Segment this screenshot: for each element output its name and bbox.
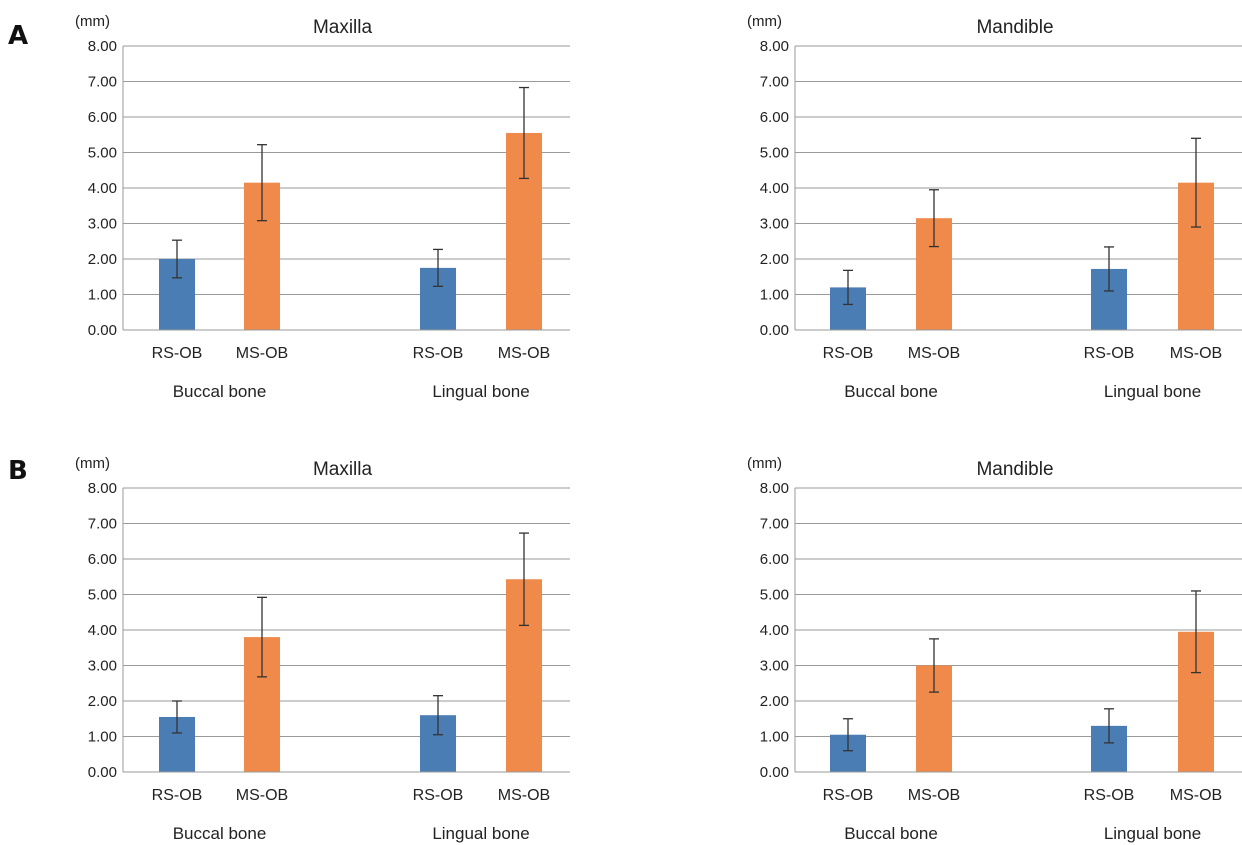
chart-title: Maxilla	[313, 459, 373, 480]
unit-label: (mm)	[75, 455, 110, 472]
category-label: RS-OB	[823, 787, 874, 804]
y-tick-label: 1.00	[760, 287, 789, 304]
category-label: RS-OB	[823, 345, 874, 362]
category-label: RS-OB	[152, 345, 203, 362]
category-label: MS-OB	[908, 787, 960, 804]
category-label: MS-OB	[498, 345, 550, 362]
y-tick-label: 1.00	[760, 729, 789, 746]
y-tick-label: 3.00	[88, 216, 117, 233]
group-label: Lingual bone	[1104, 824, 1201, 843]
chart-3: 0.00 1.00 2.00 3.00 4.00 5.00 6.00 7.00 8.00 (mm)…	[75, 455, 570, 843]
chart-4: 0.00 1.00 2.00 3.00 4.00 5.00 6.00 7.00 8.00 (mm)…	[747, 455, 1242, 843]
y-tick-label: 4.00	[88, 180, 117, 197]
panel-label-b: B	[8, 456, 28, 486]
y-tick-label: 3.00	[760, 658, 789, 675]
category-label: MS-OB	[1170, 787, 1222, 804]
chart-title: Mandible	[976, 17, 1053, 38]
unit-label: (mm)	[747, 455, 782, 472]
y-tick-label: 1.00	[88, 729, 117, 746]
y-tick-label: 1.00	[88, 287, 117, 304]
y-tick-label: 5.00	[760, 145, 789, 162]
y-tick-label: 8.00	[760, 480, 789, 497]
y-tick-label: 8.00	[760, 38, 789, 55]
y-tick-label: 6.00	[760, 109, 789, 126]
y-tick-label: 2.00	[760, 693, 789, 710]
group-label: Buccal bone	[173, 824, 267, 843]
y-tick-label: 7.00	[760, 516, 789, 533]
y-tick-label: 2.00	[88, 693, 117, 710]
y-tick-label: 0.00	[88, 322, 117, 339]
category-label: MS-OB	[908, 345, 960, 362]
y-tick-label: 7.00	[88, 516, 117, 533]
y-tick-label: 4.00	[88, 622, 117, 639]
y-tick-label: 6.00	[88, 109, 117, 126]
category-label: RS-OB	[152, 787, 203, 804]
category-label: RS-OB	[413, 787, 464, 804]
chart-1: 0.00 1.00 2.00 3.00 4.00 5.00 6.00 7.00 8.00 (mm)…	[75, 13, 570, 401]
y-tick-label: 0.00	[760, 764, 789, 781]
y-tick-label: 0.00	[760, 322, 789, 339]
group-label: Buccal bone	[173, 382, 267, 401]
chart-title: Mandible	[976, 459, 1053, 480]
y-tick-label: 6.00	[88, 551, 117, 568]
unit-label: (mm)	[75, 13, 110, 30]
group-label: Lingual bone	[1104, 382, 1201, 401]
panel-label-a: A	[8, 21, 29, 51]
y-tick-label: 2.00	[760, 251, 789, 268]
y-tick-label: 6.00	[760, 551, 789, 568]
category-label: MS-OB	[236, 787, 288, 804]
y-tick-label: 4.00	[760, 180, 789, 197]
y-tick-label: 8.00	[88, 480, 117, 497]
y-tick-label: 5.00	[760, 587, 789, 604]
category-label: MS-OB	[498, 787, 550, 804]
y-tick-label: 2.00	[88, 251, 117, 268]
unit-label: (mm)	[747, 13, 782, 30]
y-tick-label: 3.00	[760, 216, 789, 233]
category-label: RS-OB	[1084, 787, 1135, 804]
y-tick-label: 7.00	[88, 74, 117, 91]
category-label: RS-OB	[1084, 345, 1135, 362]
y-tick-label: 5.00	[88, 145, 117, 162]
y-tick-label: 7.00	[760, 74, 789, 91]
y-tick-label: 5.00	[88, 587, 117, 604]
category-label: MS-OB	[236, 345, 288, 362]
y-tick-label: 8.00	[88, 38, 117, 55]
y-tick-label: 0.00	[88, 764, 117, 781]
chart-2: 0.00 1.00 2.00 3.00 4.00 5.00 6.00 7.00 8.00 (mm)…	[747, 13, 1242, 401]
group-label: Buccal bone	[844, 824, 938, 843]
y-tick-label: 4.00	[760, 622, 789, 639]
group-label: Buccal bone	[844, 382, 938, 401]
category-label: MS-OB	[1170, 345, 1222, 362]
group-label: Lingual bone	[432, 824, 529, 843]
chart-title: Maxilla	[313, 17, 373, 38]
group-label: Lingual bone	[432, 382, 529, 401]
y-tick-label: 3.00	[88, 658, 117, 675]
category-label: RS-OB	[413, 345, 464, 362]
